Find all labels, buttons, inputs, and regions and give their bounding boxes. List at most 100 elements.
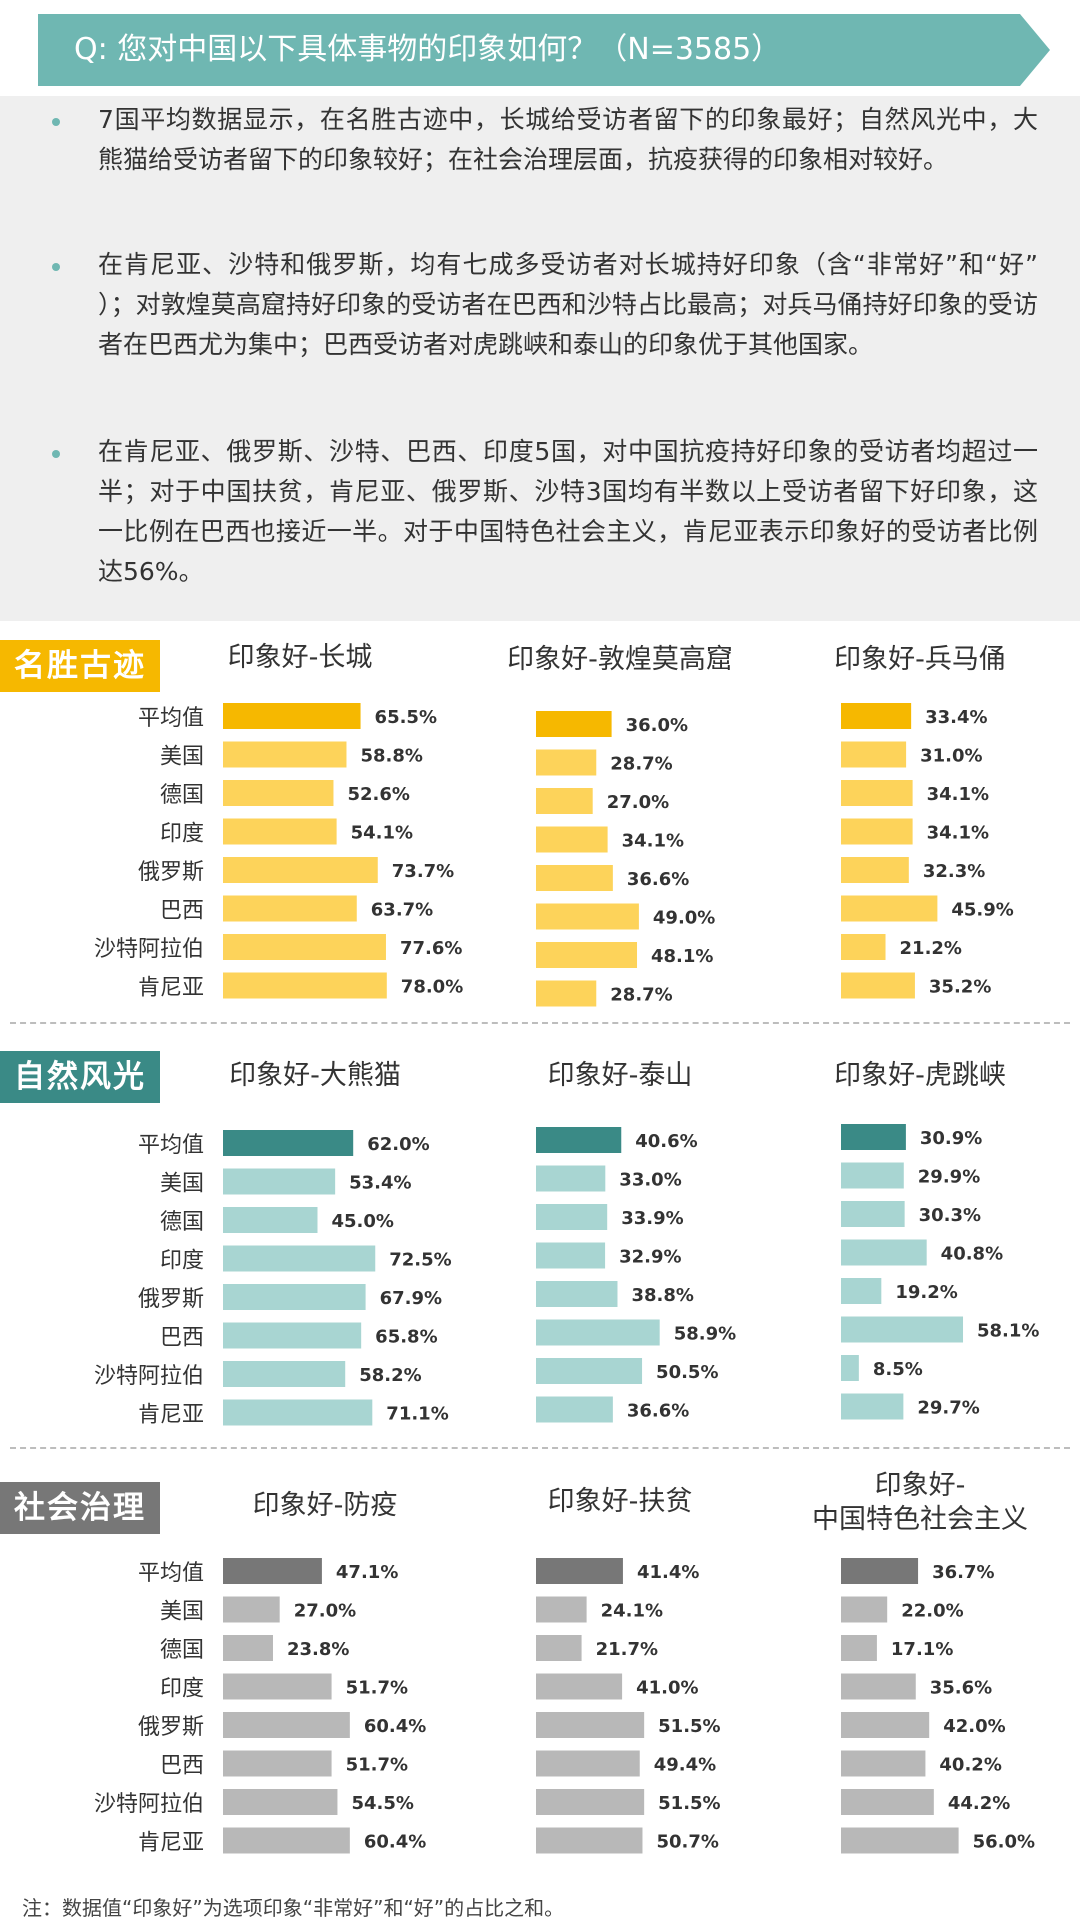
- category-label: 平均值: [138, 706, 204, 731]
- value-label: 54.1%: [351, 823, 413, 844]
- value-label: 30.3%: [919, 1205, 981, 1226]
- value-label: 58.2%: [359, 1365, 421, 1386]
- bar: [536, 1319, 660, 1346]
- value-label: 35.6%: [930, 1678, 992, 1699]
- bar: [223, 818, 337, 845]
- category-label: 肯尼亚: [138, 1403, 204, 1428]
- value-label: 19.2%: [895, 1282, 957, 1303]
- bar: [841, 1201, 905, 1227]
- bar: [841, 857, 909, 883]
- bar: [223, 1168, 336, 1195]
- bar: [841, 1316, 964, 1343]
- category-label: 沙特阿拉伯: [94, 1792, 204, 1817]
- bar: [536, 865, 613, 891]
- value-label: 33.9%: [621, 1208, 683, 1229]
- category-label: 美国: [160, 745, 204, 770]
- bar: [536, 1596, 587, 1623]
- value-label: 60.4%: [364, 1832, 426, 1853]
- value-label: 65.5%: [375, 707, 437, 728]
- category-label: 德国: [160, 783, 204, 808]
- value-label: 27.0%: [607, 792, 669, 813]
- bar: [536, 1750, 640, 1777]
- bar: [841, 972, 915, 999]
- bar: [841, 1827, 959, 1854]
- value-label: 38.8%: [631, 1285, 693, 1306]
- category-label: 巴西: [160, 1754, 204, 1779]
- summary-bullet-2: 在肯尼亚、沙特和俄罗斯，均有七成多受访者对长城持好印象（含“非常好”和“好” ）…: [98, 250, 1038, 359]
- bar: [536, 1165, 606, 1192]
- value-label: 41.4%: [637, 1562, 699, 1583]
- category-label: 巴西: [160, 899, 204, 924]
- value-label: 29.9%: [918, 1167, 980, 1188]
- bar: [223, 1322, 362, 1349]
- question-banner-arrow: [1020, 14, 1050, 86]
- value-label: 23.8%: [287, 1639, 349, 1660]
- question-text: Q: 您对中国以下具体事物的印象如何？（N=3585）: [74, 32, 782, 67]
- category-label: 美国: [160, 1172, 204, 1197]
- bar: [536, 1635, 582, 1661]
- value-label: 45.0%: [332, 1211, 394, 1232]
- bar: [536, 1673, 623, 1700]
- value-label: 34.1%: [927, 823, 989, 844]
- value-label: 47.1%: [336, 1562, 398, 1583]
- bar: [223, 1673, 332, 1700]
- category-label: 印度: [160, 1677, 204, 1702]
- bar: [223, 1712, 350, 1738]
- panel-title-mogao: 印象好-敦煌莫高窟: [507, 644, 733, 675]
- footnote: 注：数据值“印象好”为选项印象“非常好”和“好”的占比之和。: [22, 1896, 565, 1920]
- value-label: 28.7%: [610, 754, 672, 775]
- value-label: 51.7%: [346, 1755, 408, 1776]
- panel-title-epidemic: 印象好-防疫: [252, 1490, 398, 1521]
- bullet-dot: [52, 450, 60, 458]
- section-label-governance: 社会治理: [0, 1482, 160, 1534]
- value-label: 56.0%: [973, 1832, 1035, 1853]
- bar: [536, 1204, 608, 1230]
- bar: [536, 749, 597, 776]
- value-label: 36.6%: [627, 1401, 689, 1422]
- category-label: 德国: [160, 1638, 204, 1663]
- value-label: 50.7%: [656, 1832, 718, 1853]
- bar: [841, 1789, 934, 1815]
- value-label: 31.0%: [920, 746, 982, 767]
- bar: [223, 1558, 322, 1584]
- value-label: 21.7%: [596, 1639, 658, 1660]
- value-label: 42.0%: [943, 1716, 1005, 1737]
- panel-title-terracotta: 印象好-兵马俑: [834, 644, 1006, 675]
- value-label: 78.0%: [401, 977, 463, 998]
- value-label: 60.4%: [364, 1716, 426, 1737]
- bar: [536, 826, 608, 853]
- value-label: 34.1%: [927, 784, 989, 805]
- value-label: 52.6%: [347, 784, 409, 805]
- bar: [841, 741, 907, 768]
- value-label: 32.3%: [923, 861, 985, 882]
- category-label: 巴西: [160, 1326, 204, 1351]
- bar: [536, 1358, 643, 1384]
- value-label: 49.4%: [654, 1755, 716, 1776]
- value-label: 40.6%: [635, 1131, 697, 1152]
- bar: [223, 1596, 280, 1623]
- bar: [536, 1242, 606, 1269]
- bar: [223, 1207, 318, 1233]
- value-label: 63.7%: [371, 900, 433, 921]
- category-label: 印度: [160, 822, 204, 847]
- value-label: 51.7%: [346, 1678, 408, 1699]
- category-label: 印度: [160, 1249, 204, 1274]
- value-label: 8.5%: [873, 1359, 923, 1380]
- value-label: 17.1%: [891, 1639, 953, 1660]
- section-label-heritage: 名胜古迹: [0, 640, 160, 692]
- value-label: 48.1%: [651, 946, 713, 967]
- value-label: 36.0%: [626, 715, 688, 736]
- panel-title-tiger-leaping: 印象好-虎跳峡: [834, 1060, 1006, 1091]
- value-label: 32.9%: [619, 1247, 681, 1268]
- bar: [841, 1162, 904, 1189]
- bar: [223, 1361, 346, 1387]
- value-label: 24.1%: [601, 1601, 663, 1622]
- bar: [536, 942, 638, 968]
- panel-title-taishan: 印象好-泰山: [547, 1060, 693, 1091]
- value-label: 51.5%: [658, 1716, 720, 1737]
- value-label: 45.9%: [951, 900, 1013, 921]
- value-label: 21.2%: [900, 938, 962, 959]
- bar: [223, 703, 361, 729]
- value-label: 58.8%: [360, 746, 422, 767]
